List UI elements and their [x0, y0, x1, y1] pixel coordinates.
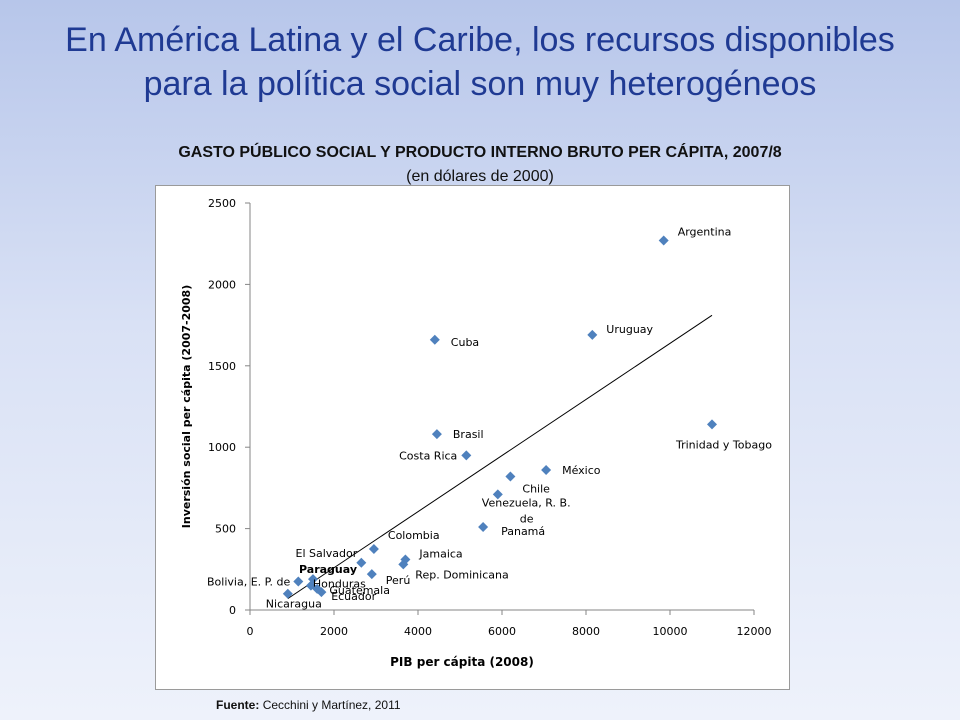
y-tick-label: 2000	[208, 278, 236, 291]
data-label: de	[520, 512, 534, 525]
data-point	[429, 334, 440, 345]
x-tick-label: 4000	[404, 625, 432, 638]
y-tick-label: 1500	[208, 360, 236, 373]
data-point	[587, 329, 598, 340]
data-point	[658, 235, 669, 246]
data-label: Honduras	[313, 578, 366, 591]
data-point	[707, 419, 717, 430]
source-note: Fuente: Cecchini y Martínez, 2011	[216, 698, 401, 712]
data-label: Perú	[386, 574, 411, 587]
x-tick-label: 12000	[737, 625, 772, 638]
x-tick-label: 8000	[572, 625, 600, 638]
x-tick-label: 2000	[320, 625, 348, 638]
data-label: Uruguay	[606, 323, 653, 336]
data-point	[293, 576, 304, 587]
y-tick-label: 2500	[208, 197, 236, 210]
data-point	[492, 489, 503, 500]
data-label: Panamá	[501, 525, 545, 538]
x-tick-label: 6000	[488, 625, 516, 638]
data-label: Cuba	[451, 336, 479, 349]
data-label: Colombia	[388, 529, 440, 542]
data-label: Guatemala	[329, 584, 390, 597]
y-tick-label: 500	[215, 523, 236, 536]
data-point	[312, 583, 323, 594]
chart-title: GASTO PÚBLICO SOCIAL Y PRODUCTO INTERNO …	[178, 144, 782, 161]
data-label: Brasil	[453, 428, 484, 441]
data-label: Chile	[522, 483, 550, 496]
y-tick-label: 1000	[208, 441, 236, 454]
data-label: Costa Rica	[399, 449, 457, 462]
data-point	[461, 450, 472, 461]
trend-line	[287, 314, 713, 600]
x-tick-label: 10000	[653, 625, 688, 638]
source-text: Cecchini y Martínez, 2011	[262, 698, 401, 712]
data-point	[282, 588, 293, 599]
data-label: Bolivia, E. P. de	[207, 576, 291, 589]
y-tick-label: 0	[229, 604, 236, 617]
data-point	[431, 429, 442, 440]
data-label: Rep. Dominicana	[415, 568, 508, 581]
data-point	[541, 464, 552, 475]
slide-title-line-1: En América Latina y el Caribe, los recur…	[65, 21, 895, 59]
slide-title-line-2: para la política social son muy heterogé…	[143, 65, 817, 103]
data-label: Venezuela, R. B.	[482, 496, 571, 509]
x-tick-label: 0	[247, 625, 254, 638]
data-label: Trinidad y Tobago	[675, 438, 772, 451]
data-point	[356, 557, 367, 568]
data-point	[368, 543, 379, 554]
data-label: Nicaragua	[266, 598, 322, 611]
data-point	[505, 471, 516, 482]
chart-subtitle: (en dólares de 2000)	[406, 168, 554, 185]
x-axis-label: PIB per cápita (2008)	[390, 655, 534, 669]
data-point	[366, 569, 377, 580]
source-label: Fuente:	[216, 698, 260, 712]
data-label: Argentina	[678, 225, 732, 238]
data-label: México	[562, 464, 601, 477]
data-label: El Salvador	[296, 547, 358, 560]
data-point	[478, 521, 489, 532]
scatter-chart: 0 2000 4000 6000 8000 10000 12000 0 500 1000 1500 2…	[180, 197, 772, 669]
data-point	[398, 559, 409, 570]
data-label: Paraguay	[299, 563, 357, 576]
data-label: Ecuador	[331, 590, 376, 603]
slide-title: En América Latina y el Caribe, los recur…	[0, 18, 960, 106]
y-axis-label: Inversión social per cápita (2007-2008)	[180, 285, 193, 528]
chart-area: 0 2000 4000 6000 8000 10000 12000 0 500 1000 1500 2…	[155, 185, 790, 690]
data-label: Jamaica	[418, 548, 462, 561]
